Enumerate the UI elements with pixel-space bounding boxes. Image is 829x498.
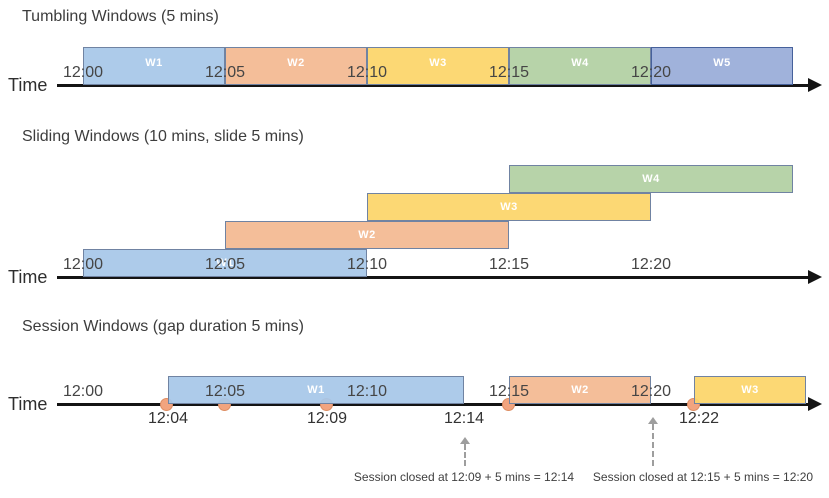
dashed-arrow-head (648, 417, 658, 424)
window-bar-w4: W4 (509, 47, 651, 85)
time-tick-label: 12:15 (488, 64, 530, 81)
window-bar-label: W3 (500, 201, 518, 213)
time-tick-label: 12:20 (630, 64, 672, 81)
session-close-note: Session closed at 12:15 + 5 mins = 12:20 (592, 470, 814, 484)
timeline-axis (57, 84, 813, 87)
window-bar-label: W1 (216, 257, 234, 269)
timeline-arrowhead-icon (808, 270, 822, 284)
time-tick-label: 12:00 (62, 256, 104, 273)
time-tick-label: 12:05 (204, 64, 246, 81)
time-axis-label: Time (8, 267, 48, 287)
window-bar-label: W1 (145, 57, 163, 69)
event-time-label: 12:09 (306, 410, 348, 427)
time-axis-label: Time (8, 75, 48, 95)
window-bar-label: W2 (358, 229, 376, 241)
window-bar-label: W3 (741, 384, 759, 396)
event-time-label: 12:04 (147, 410, 189, 427)
window-bar-w2: W2 (225, 221, 509, 249)
section-title: Sliding Windows (10 mins, slide 5 mins) (22, 128, 304, 145)
dashed-arrow-line (652, 424, 654, 466)
session-close-note: Session closed at 12:09 + 5 mins = 12:14 (353, 470, 575, 484)
time-tick-label: 12:10 (346, 383, 388, 400)
window-bar-label: W2 (287, 57, 305, 69)
section-title: Tumbling Windows (5 mins) (22, 8, 219, 25)
dashed-up-arrow-icon (459, 437, 471, 466)
timeline-axis (57, 276, 813, 279)
window-bar-w3: W3 (694, 376, 806, 404)
time-tick-label: 12:20 (630, 256, 672, 273)
window-bar-label: W5 (713, 57, 731, 69)
dashed-arrow-line (464, 444, 466, 466)
window-bar-w5: W5 (651, 47, 793, 85)
time-tick-label: 12:15 (488, 383, 530, 400)
time-tick-label: 12:05 (204, 256, 246, 273)
window-bar-label: W3 (429, 57, 447, 69)
timeline-arrowhead-icon (808, 397, 822, 411)
dashed-up-arrow-icon (647, 417, 659, 466)
timeline-axis (57, 403, 813, 406)
window-bar-w4: W4 (509, 165, 793, 193)
window-bar-w2: W2 (509, 376, 651, 404)
window-bar-label: W4 (642, 173, 660, 185)
section-title: Session Windows (gap duration 5 mins) (22, 318, 304, 335)
window-bar-label: W4 (571, 57, 589, 69)
time-tick-label: 12:00 (62, 64, 104, 81)
window-bar-w2: W2 (225, 47, 367, 85)
dashed-arrow-head (460, 437, 470, 444)
time-tick-label: 12:05 (204, 383, 246, 400)
time-axis-label: Time (8, 394, 48, 414)
time-tick-label: 12:10 (346, 64, 388, 81)
time-tick-label: 12:00 (62, 383, 104, 400)
window-bar-label: W1 (307, 384, 325, 396)
window-bar-w3: W3 (367, 193, 651, 221)
window-bar-w1: W1 (83, 47, 225, 85)
window-bar-w1: W1 (168, 376, 464, 404)
window-bar-label: W2 (571, 384, 589, 396)
time-tick-label: 12:15 (488, 256, 530, 273)
time-tick-label: 12:20 (630, 383, 672, 400)
event-time-label: 12:14 (443, 410, 485, 427)
timeline-arrowhead-icon (808, 78, 822, 92)
window-bar-w1: W1 (83, 249, 367, 277)
time-tick-label: 12:10 (346, 256, 388, 273)
window-bar-w3: W3 (367, 47, 509, 85)
event-time-label: 12:22 (678, 410, 720, 427)
